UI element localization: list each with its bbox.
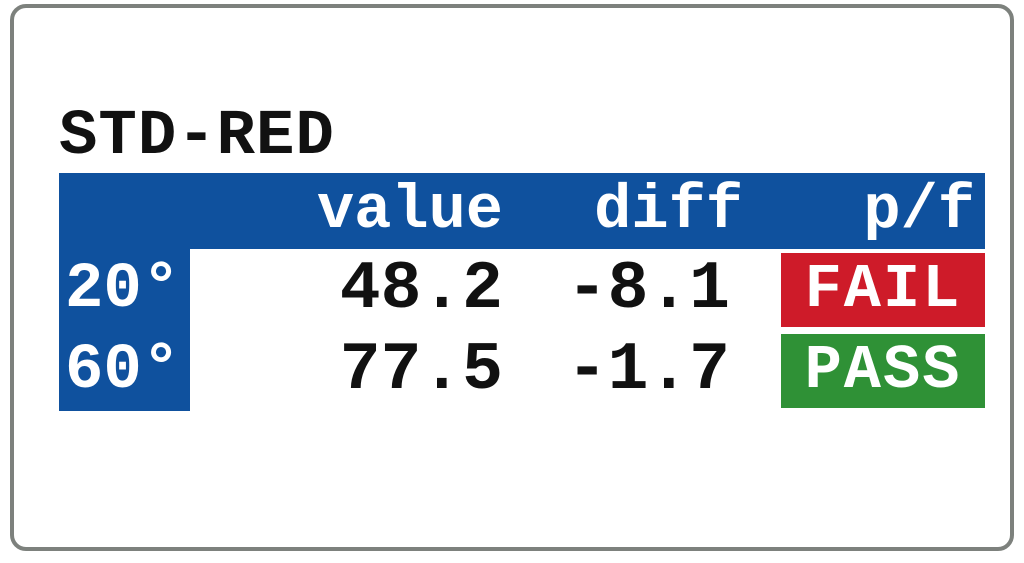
pf-cell-60: PASS — [730, 330, 985, 411]
table-row-60deg: 60° 77.5 -1.7 PASS — [59, 330, 985, 411]
value-cell-20: 48.2 — [339, 250, 503, 328]
table-row-20deg: 20° 48.2 -8.1 FAIL — [59, 249, 985, 330]
pf-cell-20: FAIL — [730, 249, 985, 330]
column-header-value: value — [316, 175, 503, 246]
pass-badge: PASS — [781, 333, 985, 408]
diff-cell-60: -1.7 — [566, 331, 730, 409]
display-panel: STD-RED value diff p/f 20° 48.2 -8.1 FAI… — [10, 4, 1014, 551]
diff-cell-20: -8.1 — [566, 250, 730, 328]
measurement-table: value diff p/f 20° 48.2 -8.1 FAIL 60° 77… — [59, 173, 985, 411]
value-cell-60: 77.5 — [339, 331, 503, 409]
column-header-pf: p/f — [863, 175, 975, 246]
table-header-row: value diff p/f — [59, 173, 985, 249]
angle-label-20: 20° — [59, 249, 190, 330]
angle-label-60: 60° — [59, 330, 190, 411]
standard-name-label: STD-RED — [59, 101, 335, 173]
column-header-diff: diff — [594, 175, 743, 246]
fail-badge: FAIL — [781, 252, 985, 327]
